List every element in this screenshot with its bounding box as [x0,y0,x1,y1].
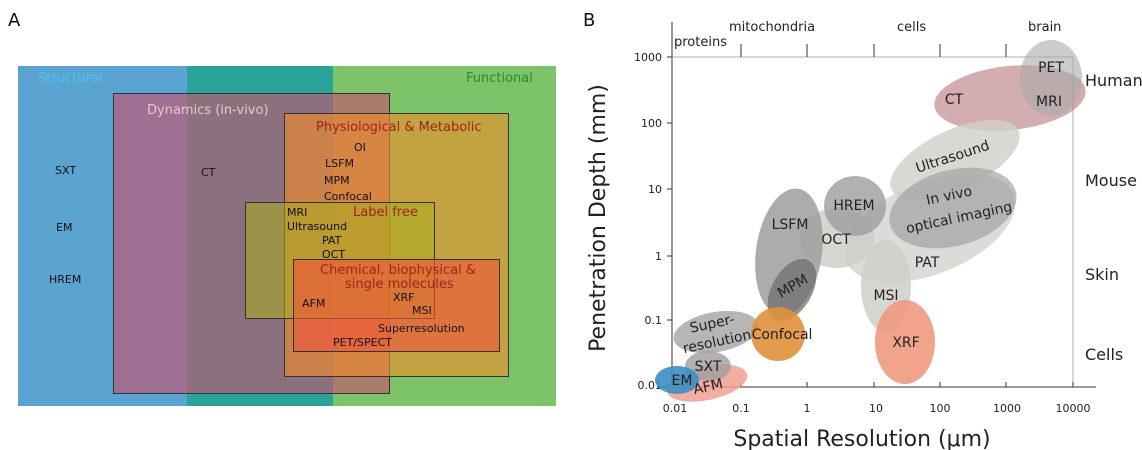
label-pat: PAT [322,234,342,247]
label-msi: MSI [412,304,432,317]
labelfree-title: Label free [353,205,418,220]
right-scale-label: Human [1085,71,1142,90]
chemical-title-line1: Chemical, biophysical & [320,263,476,278]
confocal-ellipse [751,307,805,361]
label-afm: AFM [302,297,326,310]
tech-label-pet: PET [1038,60,1064,76]
em-ellipse [655,366,699,394]
tech-label-lsfm: LSFM [772,217,809,233]
panel-a-letter: A [8,10,21,31]
label-em: EM [56,221,73,234]
xrf-ellipse [875,300,935,384]
mpm-ellipse [767,258,817,322]
tech-label-sxt: SXT [695,359,722,375]
label-oct: OCT [322,248,346,261]
tech-label-msi: MSI [873,288,898,304]
label-petspect: PET/SPECT [333,336,392,349]
tech-label-confocal: Confocal [752,327,813,343]
y-tick-label: 100 [641,117,662,130]
label-oi: OI [354,141,366,154]
tech-label-ct: CT [945,92,964,108]
panel-b: B [575,0,1142,450]
right-scale-label: Mouse [1085,171,1137,190]
x-axis-title: Spatial Resolution (μm) [733,427,990,450]
label-mri: MRI [287,206,308,219]
y-tick-marks [667,56,672,386]
hrem-ellipse [824,176,886,236]
x-tick-label: 0.1 [732,402,750,415]
x-tick-label: 1 [804,402,811,415]
label-sxt: SXT [55,164,77,177]
invivo-ellipse [889,167,1017,249]
label-confocal: Confocal [324,190,372,203]
x-tick-label: 10000 [1056,402,1091,415]
tech-label-afm: AFM [692,376,724,398]
tech-label-xrf: XRF [892,335,919,351]
top-scale-label: proteins [674,35,727,50]
chemical-title-line2: single molecules [345,277,454,292]
structural-title: Structural [38,71,103,86]
top-scale-label: cells [897,20,926,35]
y-tick-label: 1 [655,250,662,263]
physiological-title: Physiological & Metabolic [316,120,482,135]
y-tick-label: 10 [648,183,662,196]
superresolution-ellipse [673,310,759,354]
label-ct: CT [201,166,216,179]
tech-label-hrem: HREM [833,198,874,214]
tech-label-oct: OCT [821,232,851,248]
y-axis-title: Penetration Depth (mm) [586,84,611,352]
sxt-ellipse [685,351,731,381]
functional-title: Functional [466,71,533,86]
panel-b-letter: B [583,10,596,31]
dynamics-title: Dynamics (in-vivo) [147,103,269,118]
x-tick-label: 100 [930,402,951,415]
resolution-depth-plot: 0.01 0.1 1 10 100 1000 10000 1000 100 10… [586,20,1142,450]
tech-label-em: EM [672,373,693,389]
tech-label-pat: PAT [915,255,940,271]
label-superresolution: Superresolution [378,322,465,335]
x-tick-label: 1000 [993,402,1021,415]
panel-a: A Structural Functional Dynamics (in-viv… [0,0,570,450]
label-hrem: HREM [49,273,82,286]
top-scale-label: brain [1028,20,1061,35]
x-tick-label: 0.01 [663,402,688,415]
right-scale-label: Skin [1085,265,1119,284]
right-scale-label: Cells [1085,345,1123,364]
chemical-box [293,259,500,352]
x-tick-label: 10 [869,402,883,415]
tech-label-mri: MRI [1036,94,1062,110]
pet-mri-ellipse [1020,40,1082,116]
label-xrf: XRF [393,291,415,304]
top-scale-label: mitochondria [729,20,815,35]
top-tick-marks [740,44,1007,57]
label-lsfm: LSFM [325,157,354,170]
label-mpm: MPM [324,174,350,187]
label-ultrasound: Ultrasound [287,220,348,233]
y-tick-label: 0.1 [645,314,663,327]
y-tick-label: 1000 [634,51,662,64]
